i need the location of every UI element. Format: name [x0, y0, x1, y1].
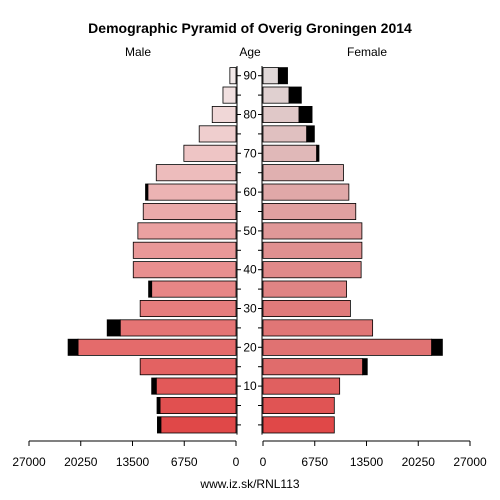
female-bar-10-14 [262, 377, 341, 395]
male-bar-70-74 [183, 144, 237, 162]
female-bar-55-59 [262, 202, 357, 220]
female-label: Female [347, 45, 387, 59]
female-bar-20-24 [262, 338, 433, 356]
male-excess-20-24 [67, 338, 79, 356]
male-bar-60-64 [147, 183, 237, 201]
female-bar-85-89 [262, 86, 290, 104]
male-bar-85-89 [222, 86, 237, 104]
age-tick-label-50: 50 [243, 224, 257, 238]
female-bar-0-4 [262, 416, 335, 434]
female-bar-60-64 [262, 183, 350, 201]
male-excess-0-4 [157, 416, 162, 434]
male-bar-50-54 [137, 222, 237, 240]
female-excess-15-19 [362, 358, 368, 376]
female-bar-70-74 [262, 144, 318, 162]
female-x-tick-label: 27000 [453, 455, 487, 469]
male-bar-30-34 [139, 299, 237, 317]
female-excess-20-24 [431, 338, 443, 356]
male-bar-5-9 [159, 396, 237, 414]
male-x-tick-label: 0 [233, 455, 240, 469]
female-bar-5-9 [262, 396, 335, 414]
male-x-tick-label: 27000 [12, 455, 46, 469]
male-x-tick-label: 20250 [64, 455, 98, 469]
female-excess-80-84 [298, 106, 313, 124]
male-bar-90+ [229, 67, 237, 85]
female-bar-50-54 [262, 222, 363, 240]
male-bar-0-4 [160, 416, 237, 434]
source-label: www.iz.sk/RNL113 [199, 477, 299, 491]
male-x-tick-label: 6750 [171, 455, 198, 469]
age-label: Age [239, 45, 261, 59]
male-excess-60-64 [145, 183, 149, 201]
female-excess-75-79 [306, 125, 315, 143]
male-bar-55-59 [142, 202, 237, 220]
female-excess-85-89 [288, 86, 302, 104]
male-bar-45-49 [132, 241, 237, 259]
female-bar-90+ [262, 67, 279, 85]
age-tick-label-10: 10 [243, 379, 257, 393]
age-tick-label-70: 70 [243, 146, 257, 160]
male-bar-35-39 [151, 280, 237, 298]
male-bar-65-69 [155, 164, 237, 182]
female-bar-65-69 [262, 164, 344, 182]
age-tick-label-30: 30 [243, 302, 257, 316]
male-x-tick-label: 13500 [116, 455, 150, 469]
male-excess-25-29 [106, 319, 121, 337]
male-excess-10-14 [151, 377, 157, 395]
age-tick-label-40: 40 [243, 263, 257, 277]
female-bar-35-39 [262, 280, 347, 298]
female-bar-25-29 [262, 319, 374, 337]
female-excess-70-74 [316, 144, 320, 162]
female-x-tick-label: 6750 [301, 455, 328, 469]
female-excess-90+ [277, 67, 288, 85]
female-x-tick-label: 0 [260, 455, 267, 469]
female-bar-75-79 [262, 125, 308, 143]
male-bar-10-14 [155, 377, 237, 395]
male-bar-75-79 [198, 125, 237, 143]
bars-group [67, 67, 443, 434]
female-bar-30-34 [262, 299, 351, 317]
age-tick-label-60: 60 [243, 185, 257, 199]
axes-group: 10 20 30 40 50 60 70 80 90 27000 0 20250 6750 13500 13… [12, 66, 487, 469]
age-tick-label-90: 90 [243, 69, 257, 83]
male-bar-80-84 [211, 106, 237, 124]
female-x-tick-label: 20250 [402, 455, 436, 469]
male-excess-35-39 [148, 280, 153, 298]
male-bar-25-29 [119, 319, 237, 337]
male-excess-5-9 [156, 396, 161, 414]
female-bar-45-49 [262, 241, 363, 259]
female-x-tick-label: 13500 [350, 455, 384, 469]
age-tick-label-80: 80 [243, 108, 257, 122]
male-bar-20-24 [77, 338, 237, 356]
female-bar-40-44 [262, 261, 362, 279]
male-bar-15-19 [139, 358, 237, 376]
age-tick-label-20: 20 [243, 340, 257, 354]
male-bar-40-44 [132, 261, 237, 279]
chart-title: Demographic Pyramid of Overig Groningen … [88, 20, 412, 36]
male-label: Male [125, 45, 151, 59]
female-bar-80-84 [262, 106, 300, 124]
female-bar-15-19 [262, 358, 364, 376]
